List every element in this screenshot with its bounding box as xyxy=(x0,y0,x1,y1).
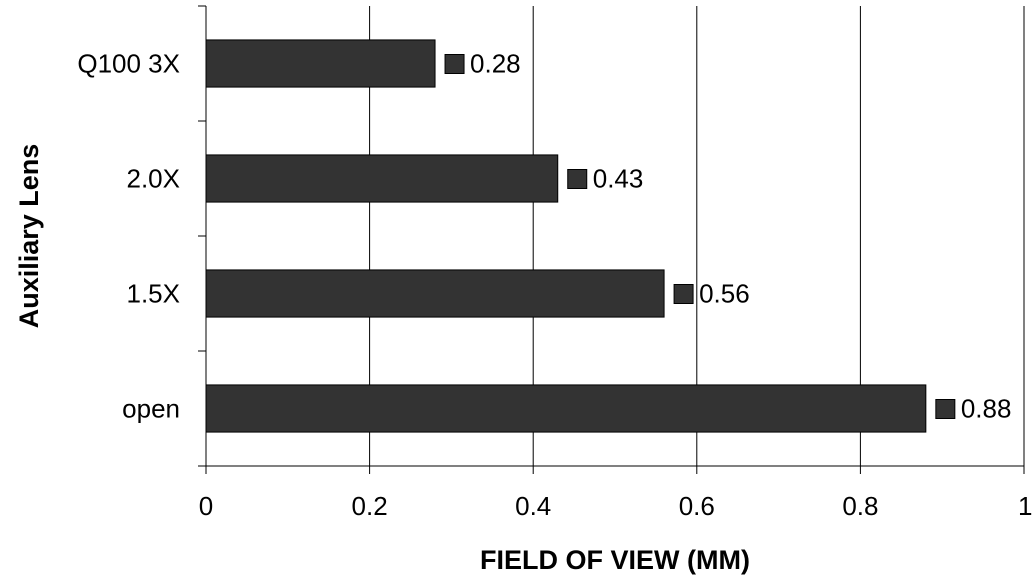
data-label: 0.88 xyxy=(961,394,1012,424)
x-tick-label: 0.8 xyxy=(842,491,878,521)
y-tick-label: open xyxy=(122,394,180,424)
labels: 0.28 Q100 3X 0.43 2.0X 0.56 1.5X 0.88 open 0 0.2 0… xyxy=(77,49,1032,522)
y-axis-title: Auxiliary Lens xyxy=(14,144,44,329)
y-tick-label: 1.5X xyxy=(127,279,181,309)
data-label-marker xyxy=(673,284,694,304)
y-tick-label: Q100 3X xyxy=(77,49,180,79)
data-label: 0.28 xyxy=(470,49,521,79)
axes xyxy=(198,5,1025,474)
bar xyxy=(205,154,559,203)
x-tick-label: 0.6 xyxy=(679,491,715,521)
x-tick-label: 0.2 xyxy=(352,491,388,521)
bar xyxy=(205,39,436,88)
bar xyxy=(205,269,665,318)
x-tick-label: 0 xyxy=(199,491,213,521)
y-tick-label: 2.0X xyxy=(127,164,181,194)
data-label: 0.56 xyxy=(699,279,750,309)
data-label-marker xyxy=(567,169,588,189)
x-tick-label: 1 xyxy=(1018,491,1032,521)
bars xyxy=(205,39,927,433)
data-label-marker xyxy=(444,54,465,74)
data-label: 0.43 xyxy=(593,164,644,194)
x-axis-title: FIELD OF VIEW (MM) xyxy=(480,545,750,575)
data-label-marker xyxy=(935,399,956,419)
bar xyxy=(205,384,927,433)
x-tick-label: 0.4 xyxy=(515,491,551,521)
